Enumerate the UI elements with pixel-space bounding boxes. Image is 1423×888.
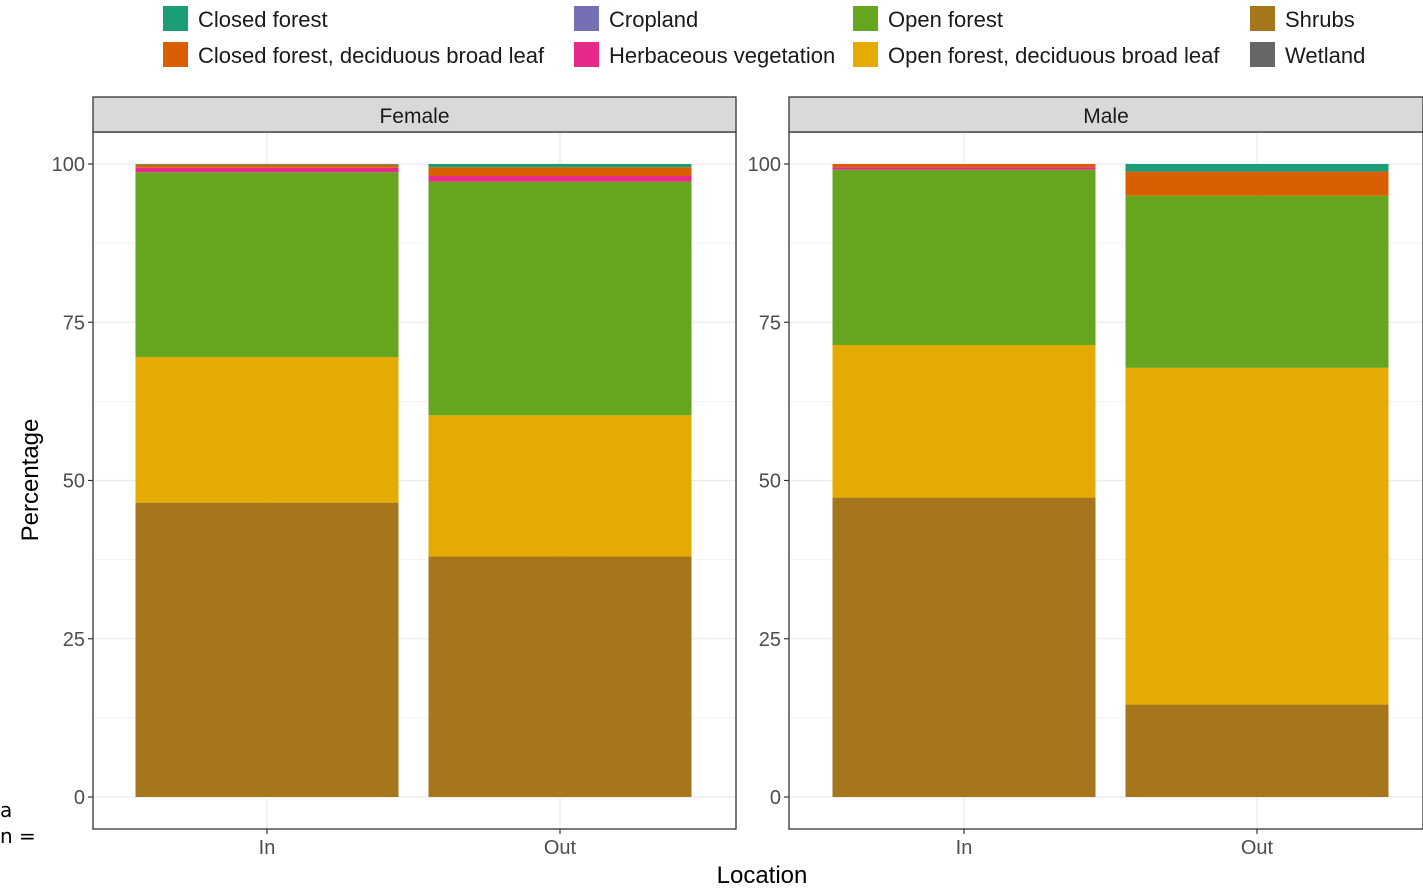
legend-label-herbaceous-vegetation: Herbaceous vegetation <box>609 43 835 68</box>
panel-female: Female 0 25 50 75 100 In Out <box>52 96 737 859</box>
bar-segment-closed-forest-deciduous-broad-leaf <box>428 167 692 177</box>
legend-label-closed-forest: Closed forest <box>198 7 328 32</box>
bar-segment-open-forest-deciduous-broad-leaf <box>135 357 399 503</box>
legend-item-closed-forest: Closed forest <box>163 6 328 32</box>
bar-segment-open-forest <box>428 181 692 416</box>
bar-segment-closed-forest <box>428 164 692 168</box>
bar-segment-shrubs <box>832 497 1096 797</box>
bar-female-out <box>428 164 692 797</box>
bar-segment-shrubs <box>428 556 692 797</box>
y-tick-label-50: 50 <box>63 471 85 493</box>
x-tick-label-out: Out <box>544 837 577 859</box>
bar-segment-closed-forest <box>135 164 399 165</box>
y-axis-title: Percentage <box>17 419 44 542</box>
bar-segment-open-forest-deciduous-broad-leaf <box>832 345 1096 498</box>
legend-swatch-open-forest-deciduous-broad-leaf <box>853 42 878 67</box>
bar-segment-open-forest <box>1125 195 1389 368</box>
legend-item-open-forest: Open forest <box>853 6 1003 32</box>
y-tick-label-50: 50 <box>759 471 781 493</box>
legend-swatch-closed-forest <box>163 6 188 31</box>
legend-label-wetland: Wetland <box>1285 43 1365 68</box>
bar-segment-herbaceous-vegetation <box>135 167 399 173</box>
stray-text-n: n = <box>0 824 36 848</box>
facet-strip <box>92 96 737 133</box>
bar-male-in <box>832 164 1096 797</box>
bar-segment-shrubs <box>135 502 399 797</box>
legend-swatch-closed-forest-deciduous-broad-leaf <box>163 42 188 67</box>
y-tick-label-75: 75 <box>759 312 781 334</box>
bar-segment-closed-forest-deciduous-broad-leaf <box>832 164 1096 168</box>
legend-item-herbaceous-vegetation: Herbaceous vegetation <box>574 42 835 68</box>
legend-label-open-forest-deciduous-broad-leaf: Open forest, deciduous broad leaf <box>888 43 1220 68</box>
bar-segment-open-forest-deciduous-broad-leaf <box>1125 367 1389 705</box>
bar-segment-herbaceous-vegetation <box>428 176 692 182</box>
x-axis-title: Location <box>717 862 808 888</box>
legend-swatch-wetland <box>1250 42 1275 67</box>
legend-swatch-shrubs <box>1250 6 1275 31</box>
y-tick-label-100: 100 <box>52 154 85 176</box>
bar-segment-closed-forest-deciduous-broad-leaf <box>1125 171 1389 196</box>
y-tick-label-25: 25 <box>63 629 85 651</box>
x-tick-label-out: Out <box>1241 837 1274 859</box>
stray-text-a: a <box>0 798 12 822</box>
facet-panels: Female 0 25 50 75 100 In Out Male 0 25 50 75 100 In Out <box>52 96 1423 859</box>
legend-item-closed-forest-deciduous-broad-leaf: Closed forest, deciduous broad leaf <box>163 42 545 68</box>
bar-segment-closed-forest <box>1125 164 1389 172</box>
y-tick-label-0: 0 <box>770 787 781 809</box>
legend-item-open-forest-deciduous-broad-leaf: Open forest, deciduous broad leaf <box>853 42 1220 68</box>
bar-segment-open-forest <box>832 169 1096 346</box>
facet-strip <box>788 96 1423 133</box>
legend-swatch-herbaceous-vegetation <box>574 42 599 67</box>
legend-item-shrubs: Shrubs <box>1250 6 1355 32</box>
bar-male-out <box>1125 164 1389 797</box>
bar-female-in <box>135 164 399 797</box>
panel-male: Male 0 25 50 75 100 In Out <box>748 96 1423 859</box>
legend-label-shrubs: Shrubs <box>1285 7 1355 32</box>
legend-label-open-forest: Open forest <box>888 7 1003 32</box>
facet-label-male: Male <box>1083 105 1129 128</box>
facet-label-female: Female <box>379 105 449 128</box>
bar-segment-open-forest-deciduous-broad-leaf <box>428 415 692 557</box>
legend: Closed forest Cropland Open forest Shrubs Cl… <box>163 6 1365 68</box>
legend-item-wetland: Wetland <box>1250 42 1365 68</box>
legend-swatch-open-forest <box>853 6 878 31</box>
y-tick-label-75: 75 <box>63 312 85 334</box>
bar-segment-herbaceous-vegetation <box>832 167 1096 170</box>
bar-segment-closed-forest-deciduous-broad-leaf <box>135 164 399 168</box>
y-tick-label-0: 0 <box>74 787 85 809</box>
x-tick-label-in: In <box>259 837 276 859</box>
y-tick-label-100: 100 <box>748 154 781 176</box>
legend-label-cropland: Cropland <box>609 7 698 32</box>
bar-segment-open-forest <box>135 172 399 358</box>
legend-swatch-cropland <box>574 6 599 31</box>
bar-segment-shrubs <box>1125 704 1389 797</box>
y-tick-label-25: 25 <box>759 629 781 651</box>
legend-label-closed-forest-deciduous-broad-leaf: Closed forest, deciduous broad leaf <box>198 43 545 68</box>
x-tick-label-in: In <box>956 837 973 859</box>
legend-item-cropland: Cropland <box>574 6 698 32</box>
